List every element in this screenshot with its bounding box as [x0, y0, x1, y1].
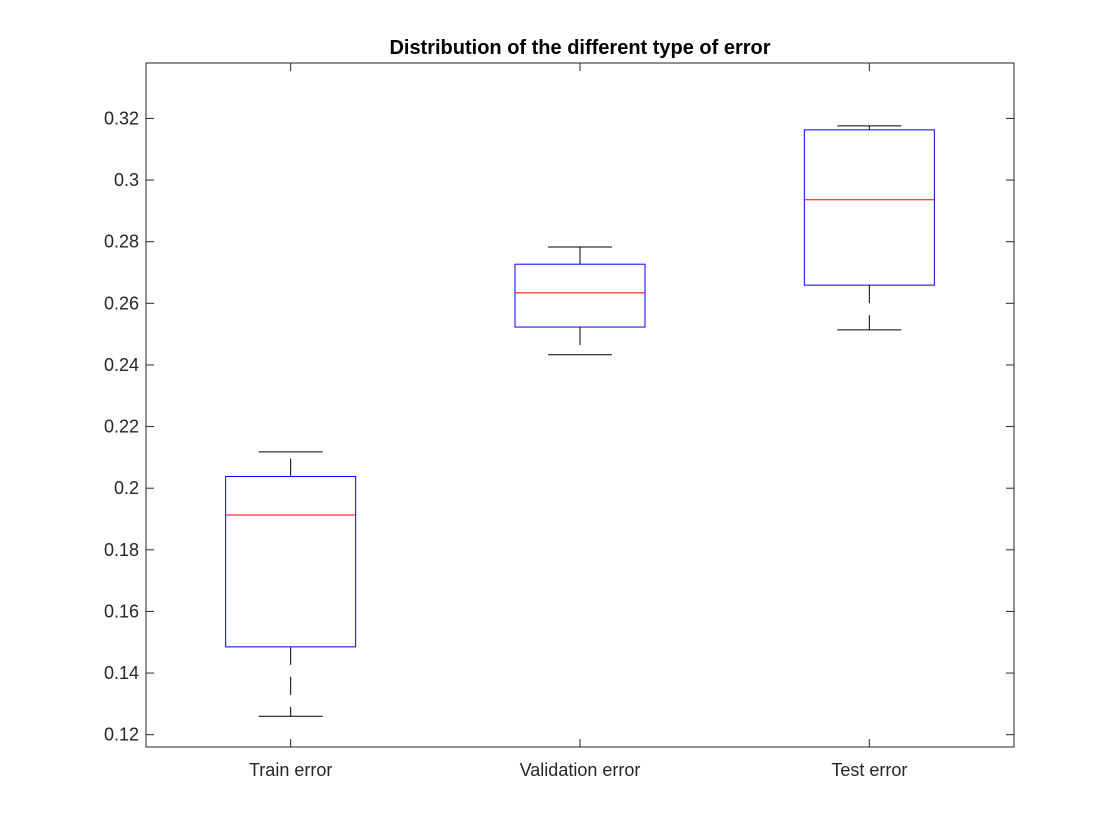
- y-tick-label: 0.28: [104, 232, 139, 252]
- y-tick-label: 0.26: [104, 293, 139, 313]
- x-tick-label: Validation error: [520, 760, 641, 780]
- y-tick-label: 0.2: [114, 478, 139, 498]
- x-tick-label: Test error: [831, 760, 907, 780]
- chart-title: Distribution of the different type of er…: [389, 37, 770, 59]
- plot-area-frame: [145, 62, 1015, 748]
- x-tick-labels: Train error Validation error Test error: [249, 760, 907, 780]
- interquartile-box: [514, 263, 646, 328]
- y-tick-label: 0.3: [114, 170, 139, 190]
- boxes-group: [225, 125, 935, 717]
- y-tick-label: 0.22: [104, 417, 139, 437]
- y-tick-label: 0.14: [104, 663, 139, 683]
- y-tick-label: 0.12: [104, 725, 139, 745]
- y-tick-label: 0.32: [104, 108, 139, 128]
- y-tick-label: 0.16: [104, 601, 139, 621]
- x-tick-label: Train error: [249, 760, 332, 780]
- box-train-error: [225, 451, 357, 717]
- box-test-error: [803, 125, 935, 331]
- y-tick-label: 0.24: [104, 355, 139, 375]
- y-tick-label: 0.18: [104, 540, 139, 560]
- box-validation-error: [514, 246, 646, 356]
- interquartile-box: [225, 475, 357, 648]
- axis-ticks: 0.12 0.14 0.16 0.18 0.2 0.22 0.24 0.26 0.28 0.3 0.…: [104, 63, 1014, 747]
- interquartile-box: [803, 129, 935, 286]
